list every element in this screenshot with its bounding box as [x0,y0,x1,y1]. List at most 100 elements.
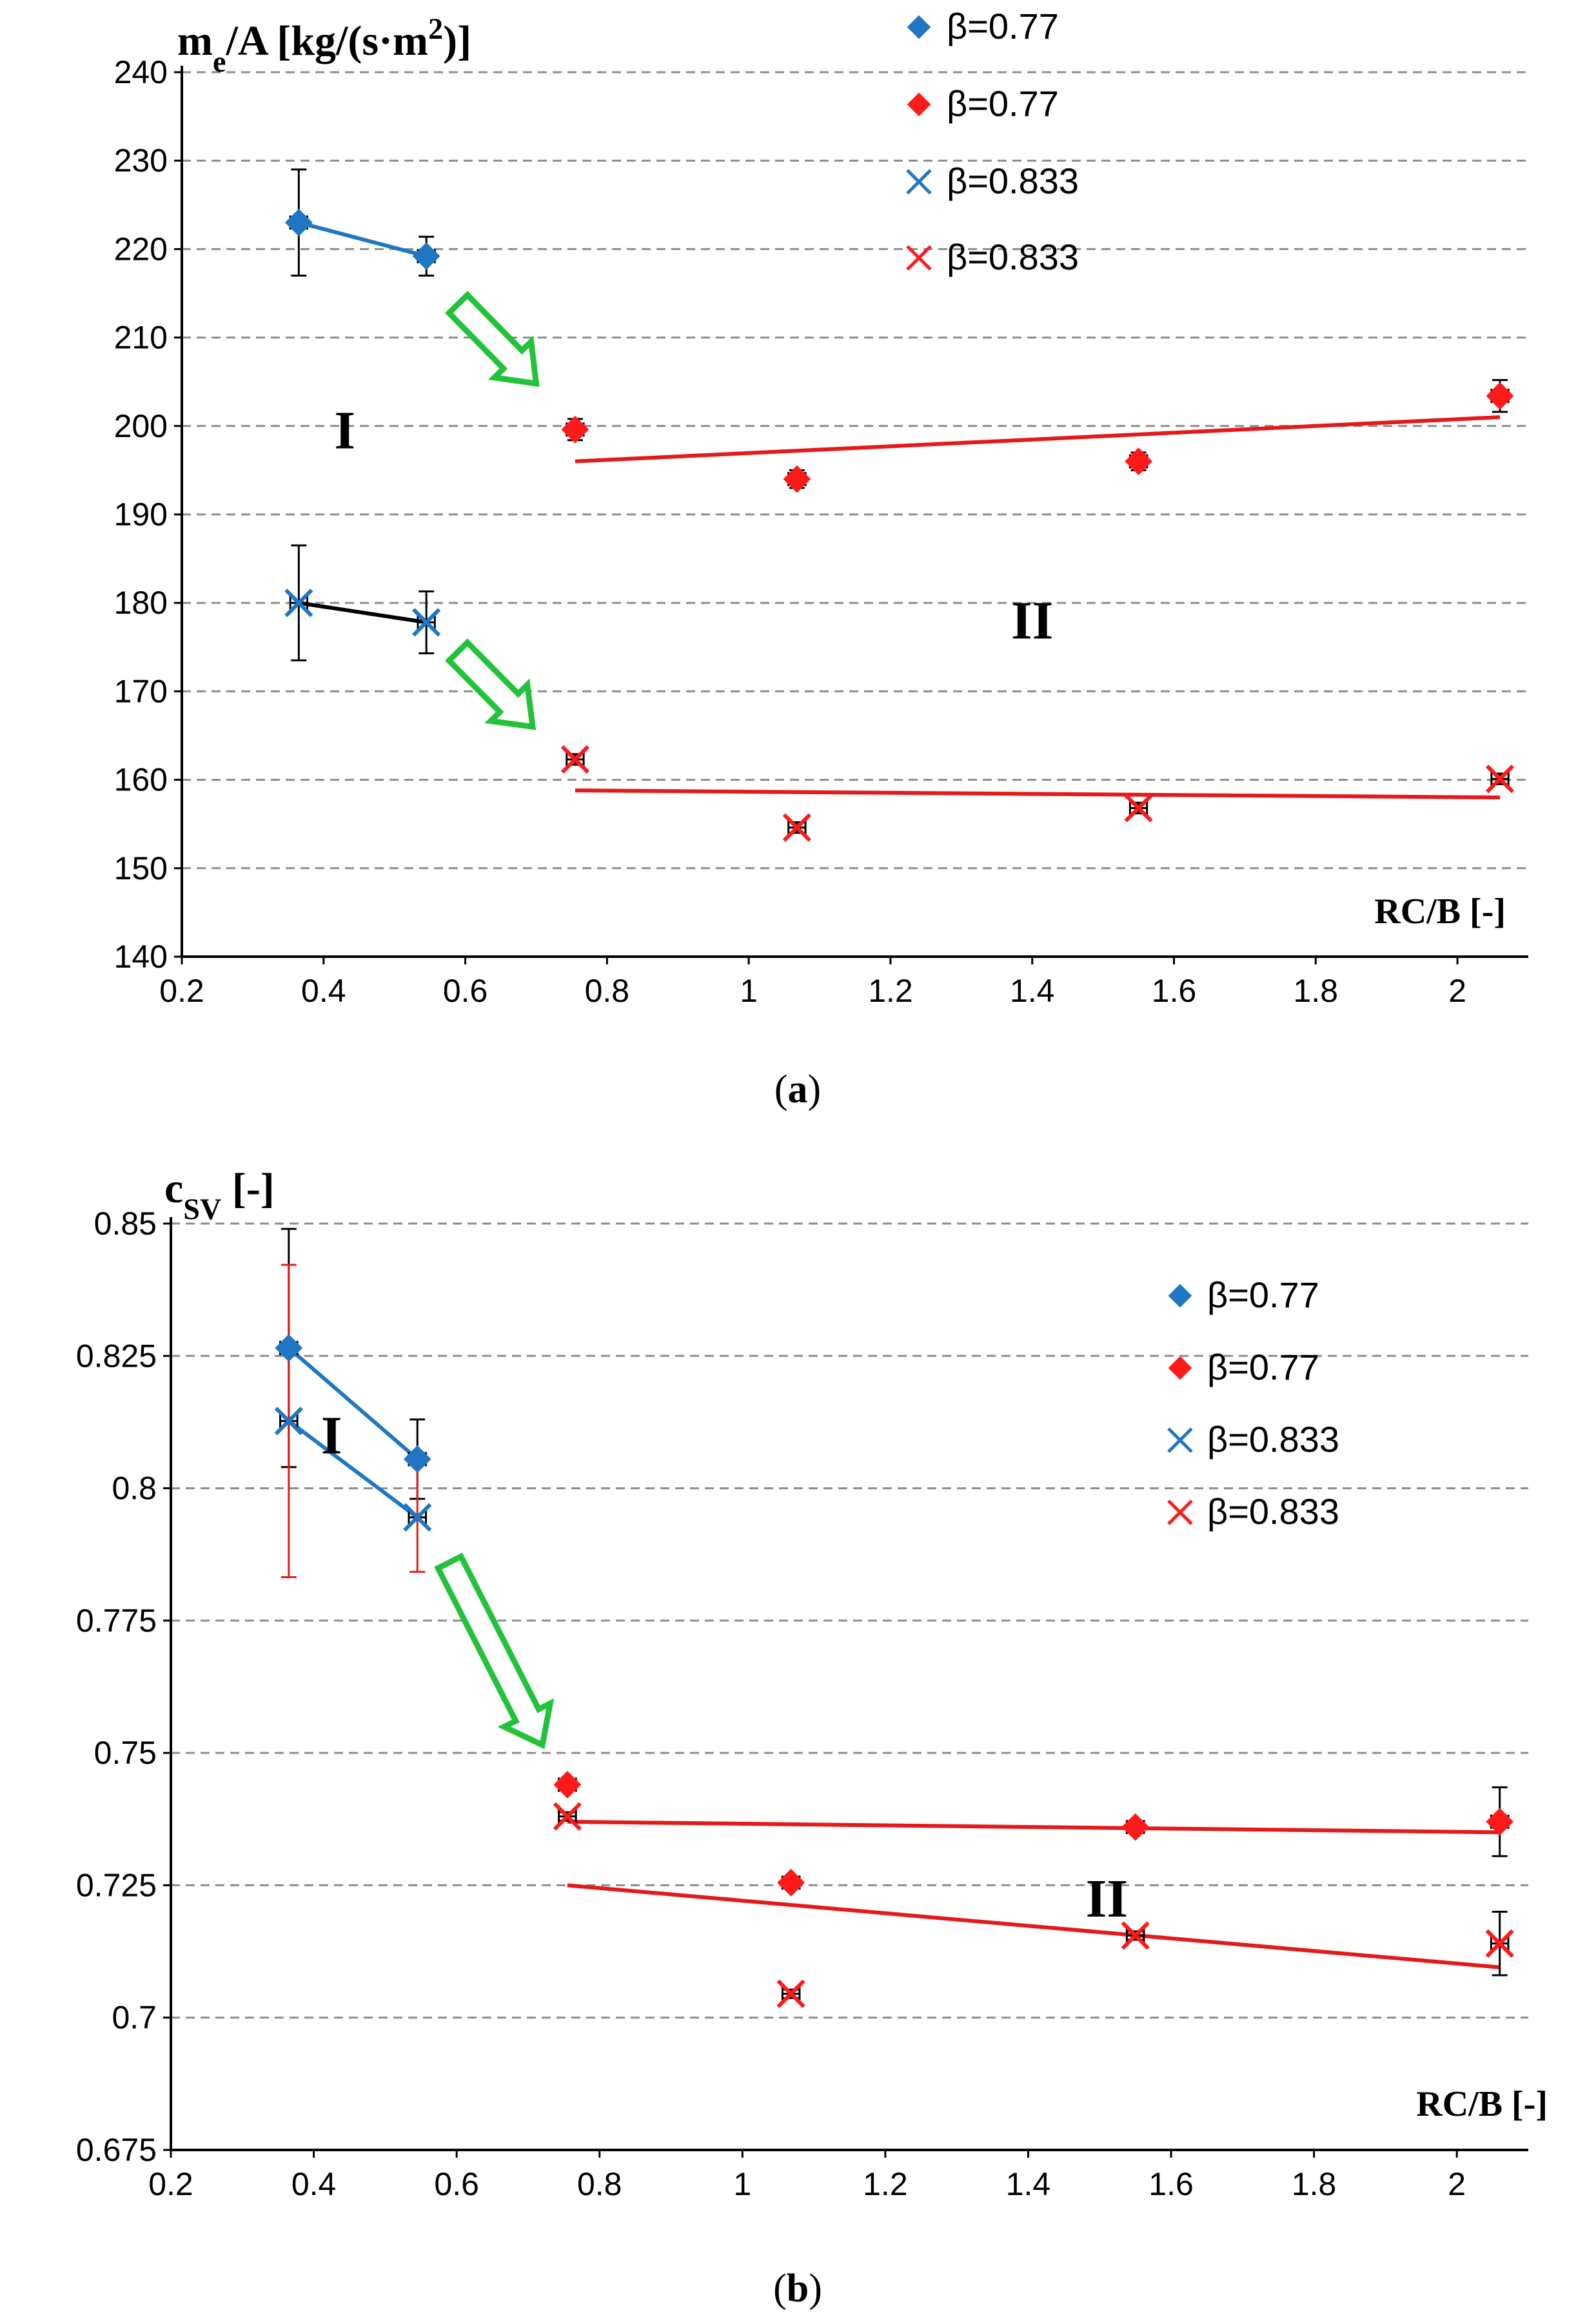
x-tick-label: 0.8 [577,2166,622,2202]
legend-label: β=0.77 [947,6,1059,46]
legend: β=0.77 β=0.77 β=0.833 β=0.833 [906,6,1079,277]
legend-marker-x [906,245,932,271]
data-point-diamond [1121,1813,1150,1841]
x-tick-label: 1.6 [1148,2166,1194,2202]
y-tick-label: 160 [114,762,168,798]
legend-label: β=0.77 [1207,1274,1319,1315]
data-point-x [284,589,313,618]
legend-marker-diamond [907,92,931,117]
data-point-diamond [275,1334,303,1362]
data-point-x [412,608,441,637]
data-point-x [274,1407,303,1436]
x-axis-title: RC/B [-] [1416,2084,1548,2124]
legend-label: β=0.77 [1207,1347,1319,1387]
legend-marker-diamond [1168,1356,1192,1380]
caption-letter: b [787,2267,809,2310]
x-tick-label: 0.4 [291,2166,337,2202]
y-tick-label: 0.7 [112,2000,157,2036]
data-point-diamond [1486,382,1514,410]
series-line [298,601,427,625]
x-stroke-2 [284,589,313,618]
data-point-diamond [284,208,313,237]
legend-marker-x [1167,1427,1193,1453]
y-axis-title-part: 2 [428,12,443,45]
x-stroke-2 [782,813,812,842]
x-stroke-2 [412,608,441,637]
data-point-diamond [1486,1808,1514,1836]
data-point-x [1485,1929,1514,1958]
y-tick-label: 230 [114,142,168,179]
y-axis-title: cSV [-] [164,1165,275,1225]
legend-label: β=0.833 [947,161,1079,201]
x-tick-label: 0.8 [585,973,630,1009]
region-label: I [321,1405,342,1465]
data-point-x [553,1802,582,1831]
trendline [575,415,1501,464]
series-line [298,220,427,259]
y-tick-label: 0.825 [76,1338,157,1374]
transition-arrow [444,291,540,387]
series-line [287,1346,419,1461]
panel-caption: (a) [774,1068,821,1111]
data-point-diamond [1125,447,1152,476]
x-stroke-2 [403,1503,432,1532]
trendline [575,788,1501,800]
x-tick-label: 1.8 [1294,973,1339,1009]
data-point-x [776,1979,805,2008]
y-tick-label: 200 [114,408,168,444]
legend-marker-x [906,169,932,195]
data-point-diamond [553,1770,582,1799]
caption-open: ( [773,2267,787,2310]
data-point-diamond [412,242,440,270]
y-tick-label: 140 [114,939,168,975]
x-axis-title: RC/B [-] [1374,892,1506,932]
data-point-x [403,1503,432,1532]
y-axis-title-part: e [213,45,226,78]
x-stroke-2 [1485,765,1515,794]
y-axis-title-part: m [177,17,213,64]
caption-close: ) [808,1068,822,1111]
x-tick-label: 1.2 [868,973,913,1009]
x-tick-label: 1.8 [1292,2166,1337,2202]
legend-label: β=0.833 [947,237,1079,277]
transition-arrow [434,1552,555,1750]
data-point-diamond [777,1868,805,1897]
y-axis-title-part: [-] [221,1165,274,1212]
legend-label: β=0.833 [1207,1491,1339,1532]
x-stroke-2 [1167,1427,1193,1453]
chart-panel-a: 140 150 160 170 180 190 200 210 220 230 240 0.2 0.4 0… [114,6,1528,1111]
y-tick-label: 190 [114,496,168,532]
x-tick-label: 0.2 [148,2166,193,2202]
x-stroke-2 [776,1979,805,2008]
y-tick-label: 0.725 [76,1867,157,1903]
trendline [567,1819,1500,1835]
y-tick-label: 0.775 [76,1603,157,1639]
x-tick-label: 1.4 [1010,973,1055,1009]
x-tick-label: 1.4 [1006,2166,1051,2202]
x-stroke-2 [906,169,932,195]
x-tick-label: 1.2 [863,2166,908,2202]
caption-open: ( [774,1068,788,1111]
chart-panel-b: 0.675 0.7 0.725 0.75 0.775 0.8 0.825 0.85 0.2 0.4… [76,1165,1548,2310]
y-axis-title-part: c [164,1165,183,1212]
x-stroke-2 [906,245,932,271]
y-tick-label: 170 [114,673,168,709]
legend-label: β=0.77 [947,83,1059,124]
data-point-x [1124,794,1153,823]
x-stroke-2 [1124,794,1153,823]
x-tick-label: 2 [1448,973,1466,1009]
x-tick-label: 0.4 [301,973,346,1009]
legend: β=0.77 β=0.77 β=0.833 β=0.833 [1167,1274,1339,1532]
series-line [288,1419,419,1519]
legend-marker-x [1167,1499,1193,1525]
x-tick-label: 1.6 [1152,973,1197,1009]
x-tick-label: 0.6 [443,973,488,1009]
plot-area [274,1227,1514,2008]
y-axis-title-part: /A [kg/(s·m [226,17,429,64]
transition-arrow [445,638,537,730]
x-tick-label: 0.2 [159,973,204,1009]
y-axis-title-part: )] [443,17,471,64]
data-point-x [1485,765,1515,794]
region-label: II [1011,591,1053,651]
